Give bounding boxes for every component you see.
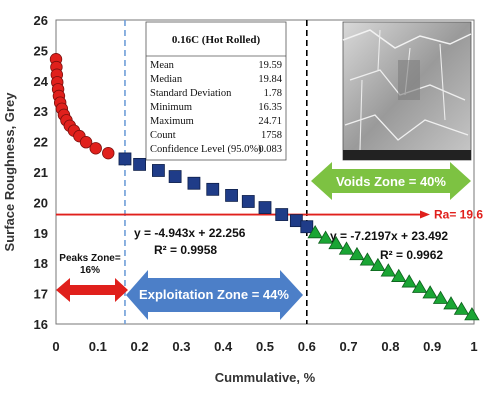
data-point-square <box>168 170 182 183</box>
data-point-triangle <box>349 246 365 261</box>
y-tick-label: 18 <box>34 256 48 271</box>
y-tick-label: 20 <box>34 195 48 210</box>
data-point-square <box>300 220 314 234</box>
data-point-square <box>225 189 238 202</box>
data-point-square <box>133 157 147 171</box>
x-tick-label: 0.2 <box>131 339 149 354</box>
stats-row-value: 1.78 <box>264 88 282 99</box>
data-point-triangle <box>370 257 386 272</box>
x-tick-label: 0 <box>52 339 59 354</box>
stats-table-title: 0.16C (Hot Rolled) <box>172 34 261 46</box>
exploitation-zone-arrow <box>126 270 303 320</box>
x-axis-title: Cummulative, % <box>215 370 316 385</box>
axis-ticks: 0 0.1 0.2 0.3 0.4 0.5 0.6 0.7 0.8 0.9 1 16 17 18 19 20 2… <box>34 13 478 354</box>
stats-row-label: Minimum <box>150 102 192 113</box>
x-tick-label: 0.1 <box>89 339 107 354</box>
sem-micrograph <box>342 21 472 161</box>
y-tick-label: 22 <box>34 135 48 150</box>
exploitation-zone-label: Exploitation Zone = 44% <box>139 287 289 302</box>
ra-arrow-head <box>420 210 430 219</box>
zone-boundaries <box>124 20 308 324</box>
trend-equation-1: y = -4.943x + 22.256 <box>134 226 246 240</box>
data-point-square <box>187 176 201 190</box>
data-point-triangle <box>422 285 438 299</box>
data-point-circle <box>79 136 93 149</box>
stats-row-value: 24.71 <box>258 116 282 127</box>
y-tick-label: 16 <box>34 317 48 332</box>
x-tick-label: 0.8 <box>381 339 399 354</box>
y-tick-label: 21 <box>34 165 48 180</box>
y-tick-label: 26 <box>34 13 48 28</box>
peaks-zone-arrow <box>56 278 128 302</box>
data-point-square <box>152 164 165 177</box>
y-tick-label: 17 <box>34 287 48 302</box>
ra-label: Ra= 19.6 <box>434 208 483 222</box>
stats-row-value: 1758 <box>261 130 282 141</box>
x-tick-label: 0.9 <box>423 339 441 354</box>
y-tick-label: 23 <box>34 104 48 119</box>
data-point-triangle <box>328 235 344 250</box>
data-point-triangle <box>443 296 459 310</box>
x-tick-label: 0.7 <box>340 339 358 354</box>
data-point-triangle <box>338 241 355 255</box>
x-tick-label: 1 <box>470 339 477 354</box>
voids-zone-label: Voids Zone = 40% <box>336 174 446 189</box>
y-tick-label: 19 <box>34 226 48 241</box>
data-point-circle <box>89 142 102 155</box>
x-tick-label: 0.3 <box>172 339 190 354</box>
stats-row-value: 19.59 <box>258 60 282 71</box>
data-point-triangle <box>391 268 407 282</box>
data-point-square <box>258 201 272 214</box>
stats-row-label: Standard Deviation <box>150 88 232 99</box>
data-points <box>49 53 480 321</box>
data-point-triangle <box>464 307 480 321</box>
stats-row-label: Count <box>150 130 176 141</box>
peaks-zone-label: Peaks Zone= <box>59 253 121 264</box>
data-point-triangle <box>380 263 397 277</box>
trend-r2-1: R² = 0.9958 <box>154 243 217 257</box>
x-tick-label: 0.6 <box>298 339 316 354</box>
stats-row-value: 16.35 <box>258 102 282 113</box>
y-tick-label: 25 <box>34 43 48 58</box>
data-point-square <box>241 195 255 208</box>
plot-area <box>55 19 475 325</box>
x-tick-label: 0.5 <box>256 339 274 354</box>
stats-row-value: 19.84 <box>258 74 282 85</box>
stats-row-label: Maximum <box>150 116 194 127</box>
data-point-triangle <box>453 301 470 315</box>
voids-zone-arrow <box>311 162 471 200</box>
stats-row-label: Mean <box>150 60 175 71</box>
trend-r2-2: R² = 0.9962 <box>380 248 443 262</box>
stats-table: 0.16C (Hot Rolled) Mean 19.59 Median 19.84 S… <box>145 21 287 161</box>
stats-row-label: Median <box>150 74 183 85</box>
data-point-triangle <box>359 252 376 266</box>
data-point-triangle <box>411 279 428 293</box>
x-tick-label: 0.4 <box>214 339 233 354</box>
data-point-triangle <box>317 230 334 244</box>
ra-reference-line: Ra= 19.6 <box>56 208 483 222</box>
data-point-circle <box>102 146 115 160</box>
trend-equation-2: y = -7.2197x + 23.492 <box>330 229 448 243</box>
y-tick-label: 24 <box>34 74 49 89</box>
data-point-square <box>275 208 289 221</box>
stats-row-label: Confidence Level (95.0%) <box>150 144 262 155</box>
peaks-zone-percent: 16% <box>80 265 100 276</box>
data-point-triangle <box>307 225 323 239</box>
data-point-triangle <box>432 290 449 304</box>
stats-row-value: 0.083 <box>258 144 282 155</box>
data-point-square <box>206 182 220 196</box>
data-point-triangle <box>401 274 417 288</box>
data-point-square <box>118 152 132 166</box>
y-axis-title: Surface Roughness, Grey <box>2 92 17 252</box>
